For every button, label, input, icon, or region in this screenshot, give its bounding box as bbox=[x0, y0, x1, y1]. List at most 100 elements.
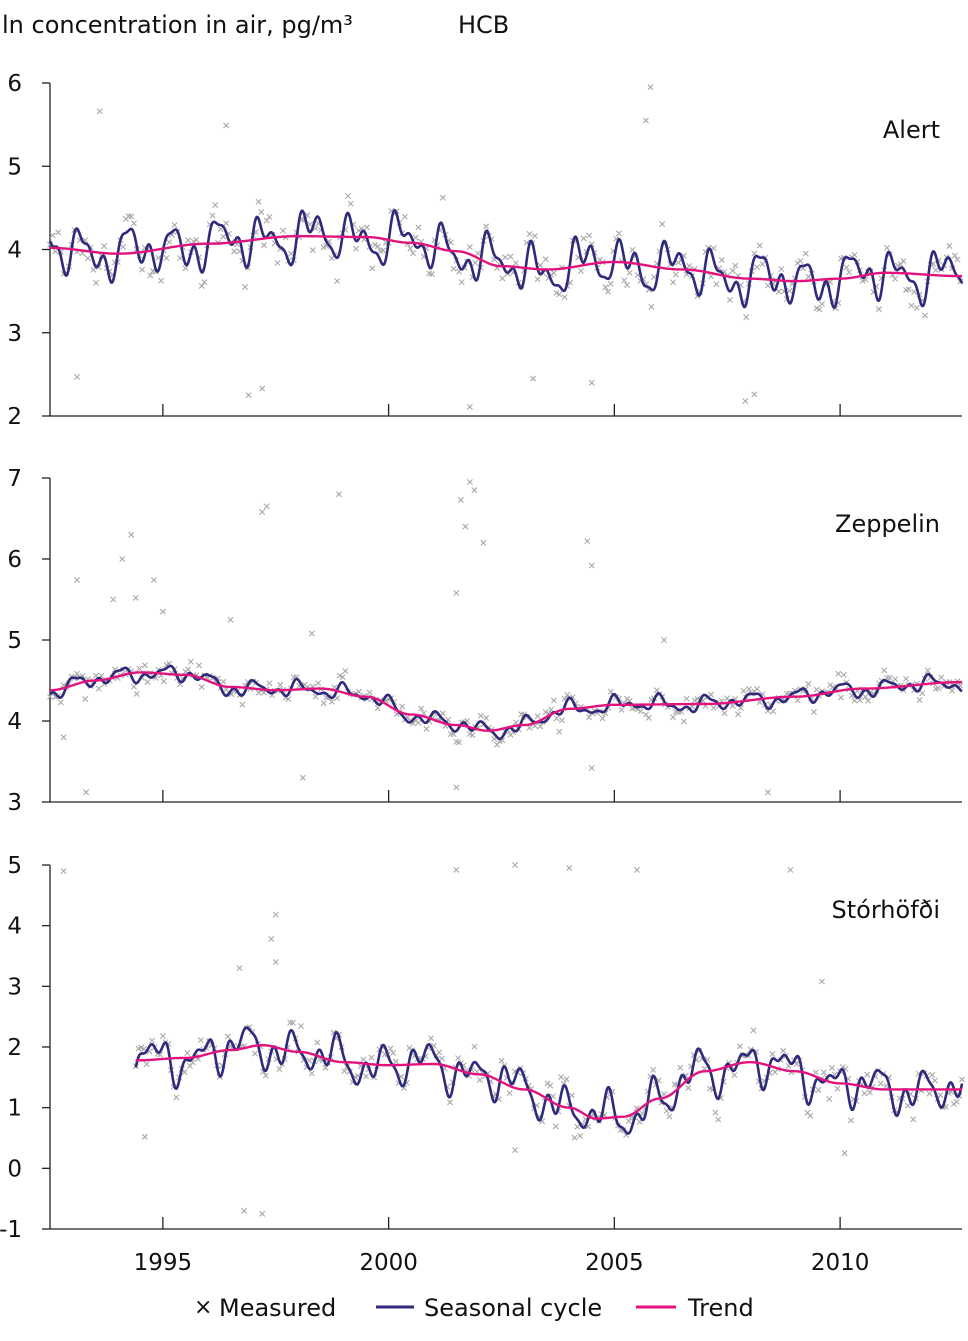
measured-point bbox=[780, 1047, 787, 1054]
measured-point bbox=[363, 224, 370, 231]
measured-point bbox=[787, 866, 794, 873]
measured-point bbox=[266, 680, 273, 687]
measured-point bbox=[707, 691, 714, 698]
measured-point bbox=[136, 665, 143, 672]
measured-point bbox=[480, 539, 487, 546]
measured-point bbox=[268, 936, 275, 943]
measured-point bbox=[812, 1069, 819, 1076]
measured-point bbox=[913, 304, 920, 311]
measured-point bbox=[769, 1051, 776, 1058]
measured-point bbox=[754, 263, 761, 270]
measured-point bbox=[564, 691, 571, 698]
measured-point bbox=[231, 248, 238, 255]
measured-point bbox=[621, 277, 628, 284]
measured-point bbox=[390, 1050, 397, 1056]
y-tick-label: 5 bbox=[7, 853, 22, 879]
measured-point bbox=[299, 774, 306, 781]
measured-point bbox=[861, 1090, 868, 1097]
measured-point bbox=[815, 1086, 822, 1093]
measured-point bbox=[355, 688, 362, 695]
measured-point bbox=[946, 242, 953, 249]
measured-point bbox=[261, 242, 267, 249]
measured-point bbox=[670, 714, 677, 721]
y-tick-label: 2 bbox=[7, 404, 22, 430]
measured-point bbox=[242, 284, 249, 291]
measured-point bbox=[903, 675, 910, 682]
measured-point bbox=[793, 1061, 800, 1068]
measured-point bbox=[764, 789, 771, 796]
measured-point bbox=[736, 1043, 743, 1050]
measured-point bbox=[410, 250, 416, 257]
measured-point bbox=[83, 789, 90, 796]
measured-point bbox=[334, 278, 341, 285]
measured-point bbox=[201, 279, 208, 286]
measured-point bbox=[862, 693, 869, 700]
y-tick-label: 2 bbox=[7, 1035, 22, 1061]
measured-point bbox=[819, 978, 826, 985]
measured-point bbox=[339, 674, 346, 681]
measured-point bbox=[624, 281, 630, 288]
measured-point bbox=[827, 682, 834, 689]
measured-point bbox=[368, 1054, 375, 1061]
measured-point bbox=[335, 491, 342, 498]
measured-point bbox=[160, 678, 167, 685]
measured-point bbox=[223, 122, 230, 129]
measured-point bbox=[372, 241, 379, 248]
measured-points-storhofdi bbox=[60, 862, 965, 1217]
measured-point bbox=[274, 259, 281, 266]
measured-point bbox=[141, 662, 148, 669]
measured-point bbox=[542, 709, 549, 716]
measured-point bbox=[685, 1084, 692, 1091]
measured-point bbox=[423, 725, 430, 732]
measured-point bbox=[834, 1085, 841, 1092]
measured-point bbox=[661, 1091, 668, 1098]
measured-point bbox=[756, 242, 763, 249]
measured-point bbox=[729, 267, 736, 274]
measured-point bbox=[794, 697, 801, 704]
measured-point bbox=[566, 865, 573, 872]
measured-point bbox=[916, 696, 923, 703]
measured-point bbox=[726, 296, 733, 303]
measured-point bbox=[537, 262, 544, 269]
measured-point bbox=[713, 281, 720, 288]
measured-points-zeppelin bbox=[47, 479, 964, 796]
measured-point bbox=[721, 710, 728, 717]
measured-point bbox=[588, 562, 595, 569]
measured-point bbox=[499, 275, 506, 282]
measured-point bbox=[90, 266, 97, 273]
measured-point bbox=[456, 739, 463, 746]
measured-point bbox=[542, 256, 549, 263]
measured-point bbox=[308, 630, 315, 637]
measured-point bbox=[120, 243, 127, 250]
measured-point bbox=[502, 254, 509, 261]
measured-point bbox=[813, 686, 820, 693]
measured-point bbox=[380, 247, 387, 254]
measured-point bbox=[959, 1076, 965, 1083]
measured-point bbox=[577, 268, 584, 275]
measured-point bbox=[672, 271, 679, 278]
measured-point bbox=[227, 616, 234, 623]
measured-point bbox=[537, 723, 544, 730]
measured-point bbox=[507, 253, 514, 260]
measured-point bbox=[715, 1116, 722, 1123]
measured-point bbox=[732, 262, 739, 269]
measured-point bbox=[401, 213, 408, 220]
measured-point bbox=[95, 685, 102, 692]
measured-point bbox=[110, 596, 117, 603]
measured-point bbox=[828, 1064, 835, 1071]
seasonal-cycle-line-alert bbox=[48, 209, 964, 309]
measured-point bbox=[447, 1099, 454, 1106]
measured-point bbox=[197, 1037, 204, 1044]
measured-point bbox=[366, 689, 373, 696]
measured-point bbox=[851, 697, 858, 704]
measured-point bbox=[512, 862, 519, 868]
measured-point bbox=[212, 202, 219, 209]
measured-point bbox=[272, 959, 279, 966]
measured-point bbox=[198, 684, 205, 691]
measured-point bbox=[841, 1150, 848, 1157]
measured-point bbox=[220, 678, 227, 685]
measured-point bbox=[128, 531, 135, 538]
station-label-storhofdi: Stórhöfði bbox=[832, 896, 940, 924]
measured-point bbox=[272, 911, 279, 918]
